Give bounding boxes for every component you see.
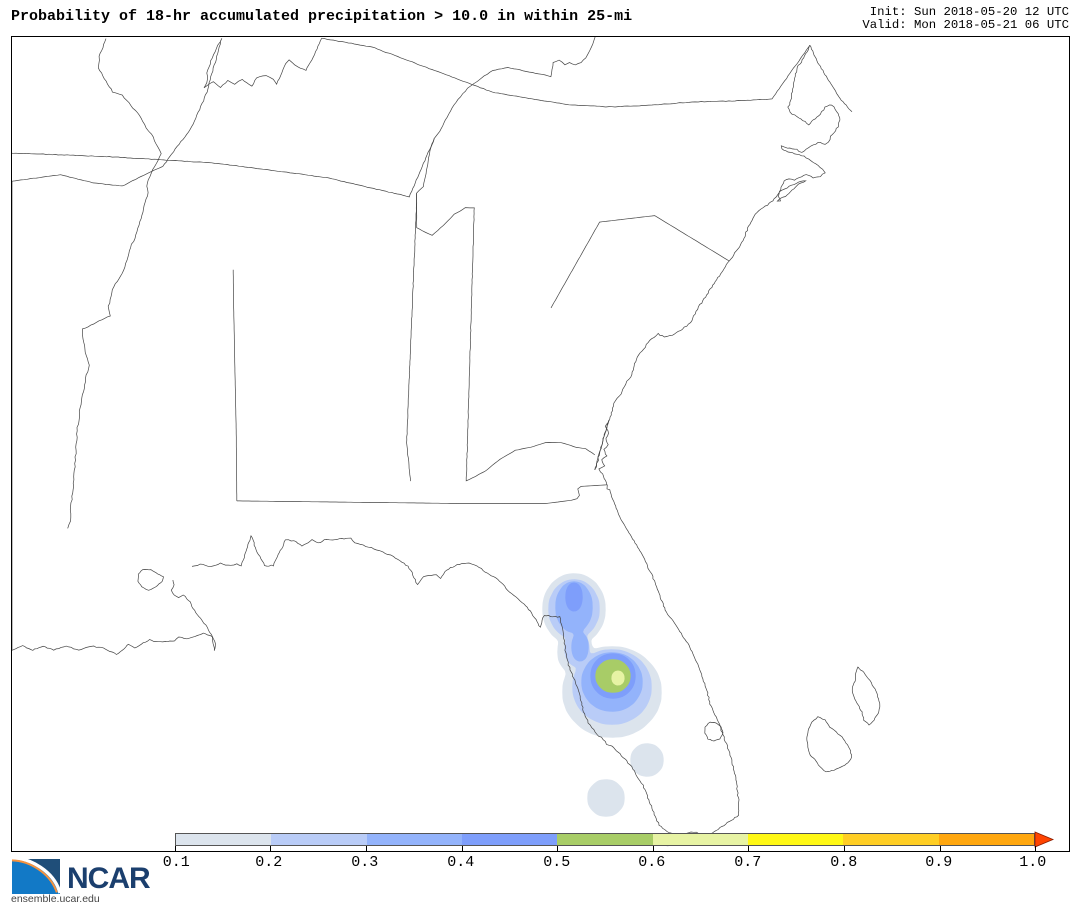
svg-text:NCAR: NCAR: [67, 862, 151, 895]
